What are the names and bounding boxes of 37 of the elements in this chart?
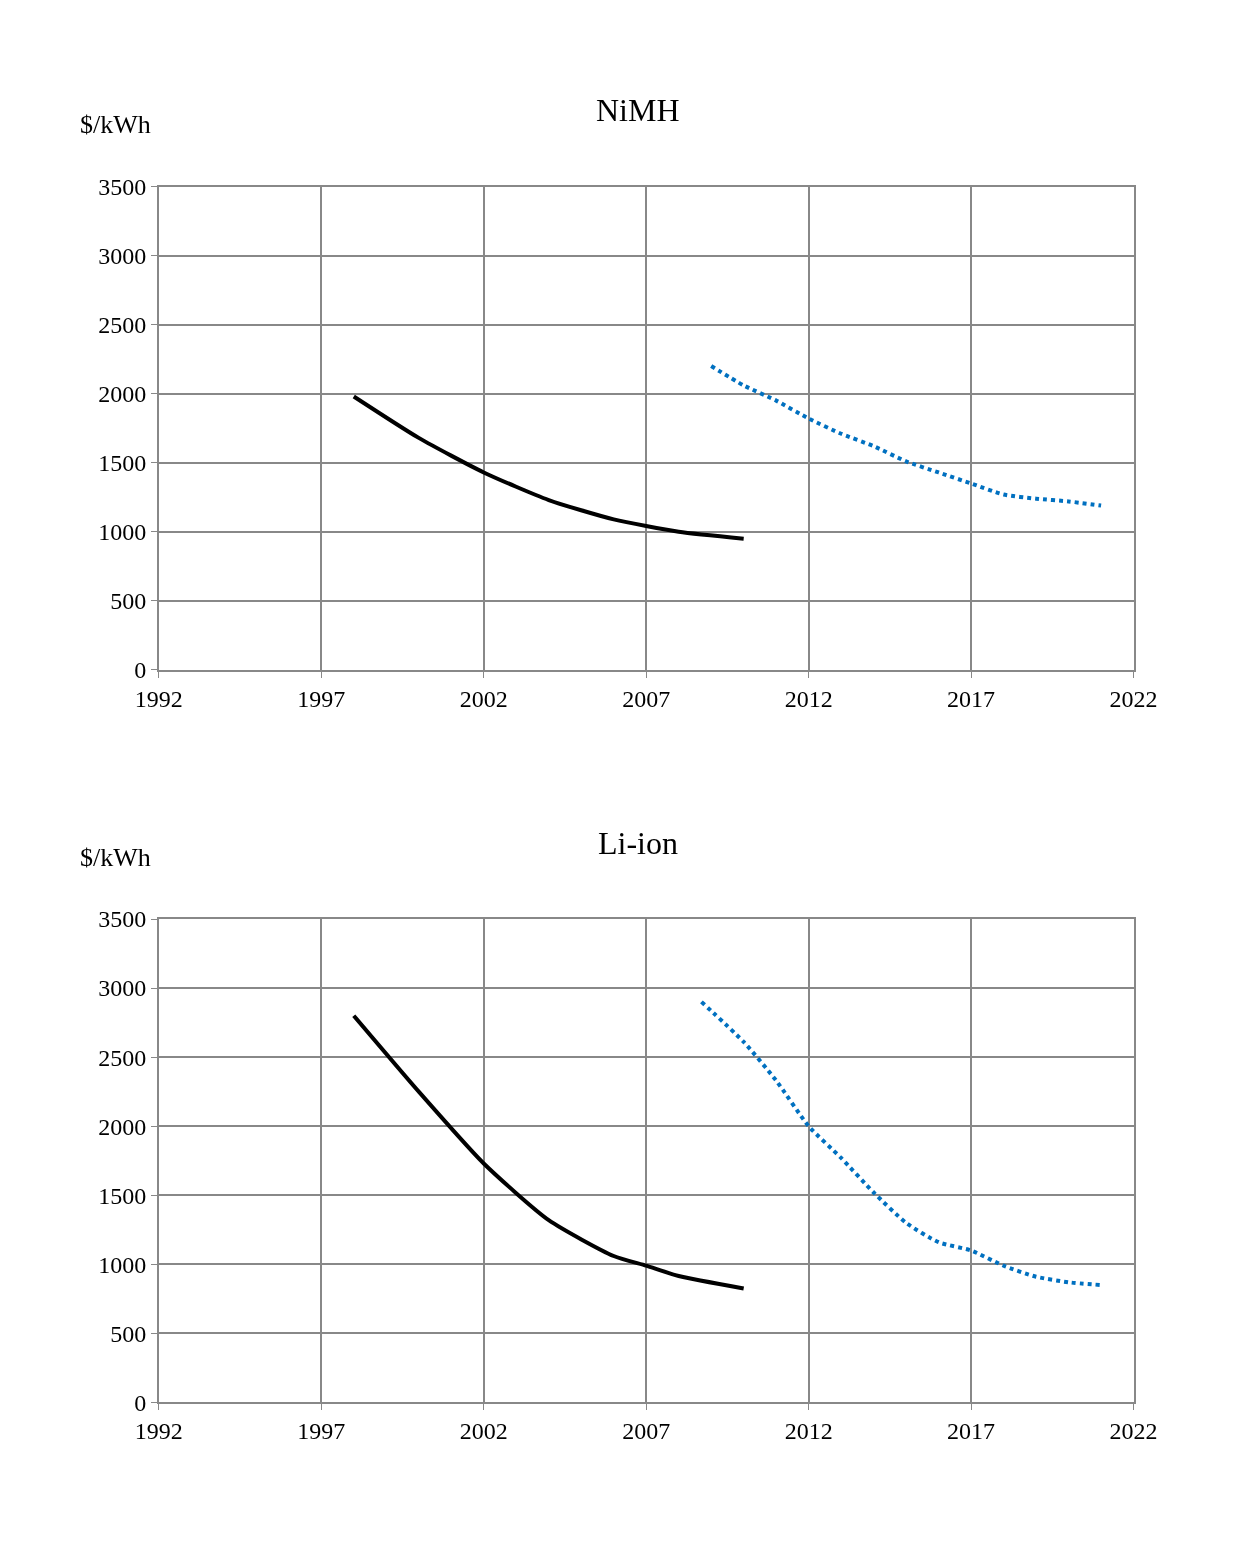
x-tick-label: 2017 [947,1418,996,1444]
chart-title: NiMH [596,92,680,128]
x-tick-label: 2007 [622,1418,671,1444]
y-tick-label: 2000 [98,1113,147,1140]
y-tick-label: 3000 [98,242,147,269]
y-tick-label: 3000 [98,975,147,1002]
y-tick-label: 1000 [98,1251,147,1278]
y-tick-label: 500 [110,588,147,615]
y-tick-label: 1500 [98,450,147,477]
y-tick-label: 0 [134,1389,147,1416]
x-tick-label: 2022 [1109,1418,1158,1444]
x-tick-label: 2002 [459,1418,508,1444]
line-series [709,364,1104,508]
y-tick-label: 3500 [98,173,147,200]
y-axis-title: $/kWh [80,843,151,872]
y-axis-title: $/kWh [80,110,151,139]
x-tick-label: 1997 [297,685,346,712]
y-tick-label: 500 [110,1320,147,1347]
x-tick-label: 2017 [947,685,996,712]
chart-title: Li-ion [598,825,678,861]
x-tick-label: 1992 [134,1418,183,1444]
y-tick-label: 2000 [98,381,147,408]
y-tick-label: 0 [134,657,147,684]
y-tick-label: 2500 [98,312,147,339]
x-tick-label: 2002 [459,685,508,712]
x-tick-label: 1992 [134,685,183,712]
x-tick-label: 2007 [622,685,671,712]
y-tick-label: 1500 [98,1182,147,1209]
x-tick-label: 2012 [784,1418,833,1444]
y-tick-label: 3500 [98,906,147,933]
x-tick-label: 1997 [297,1418,346,1444]
line-series [351,394,746,541]
x-tick-label: 2022 [1109,685,1158,712]
x-tick-label: 2012 [784,685,833,712]
line-series [351,1013,746,1291]
y-tick-label: 2500 [98,1044,147,1071]
y-tick-label: 1000 [98,519,147,546]
